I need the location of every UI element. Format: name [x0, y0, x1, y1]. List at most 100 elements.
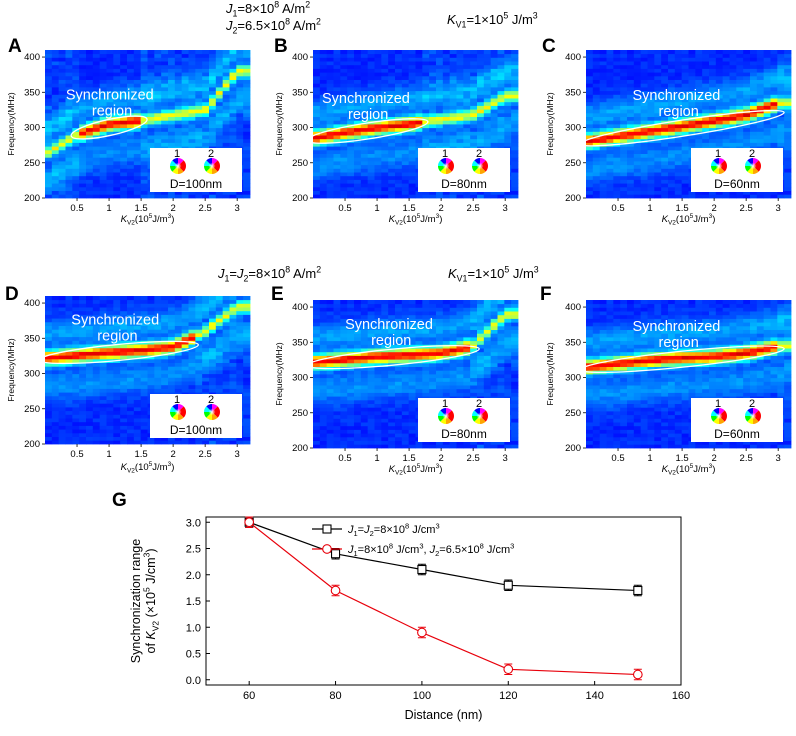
x-tick-label: 1.5: [134, 203, 147, 214]
x-tick-label: 1.5: [675, 453, 688, 464]
y-axis-label-line2: of KV2 (×105 J/cm3): [142, 549, 161, 654]
y-axis-label: Frequency(MHz): [274, 342, 284, 405]
panel-letter: A: [8, 36, 22, 57]
data-point-square: [330, 549, 341, 559]
x-tick-label: 0.5: [611, 453, 624, 464]
x-tick-label: 2.5: [467, 453, 480, 464]
x-axis-label: Distance (nm): [405, 708, 483, 722]
y-tick-label: 300: [565, 373, 581, 384]
skyrmion-core-icon: [174, 162, 182, 170]
y-axis-label: Frequency(MHz): [545, 342, 555, 405]
distance-label: D=100nm: [170, 177, 222, 191]
x-tick-label: 3: [776, 453, 781, 464]
sync-region-label-line1: Synchronized: [345, 317, 433, 333]
inset-oscillator-label: 2: [476, 398, 482, 410]
inset-oscillator-label: 2: [476, 148, 482, 160]
y-tick-label: 3.0: [186, 517, 201, 529]
y-tick-label: 300: [565, 123, 581, 134]
panel-letter: B: [274, 36, 288, 57]
x-tick-label: 1.5: [402, 203, 415, 214]
sync-region-label-line2: region: [92, 104, 132, 120]
sync-region-label-line1: Synchronized: [71, 312, 159, 328]
y-tick-label: 250: [292, 408, 308, 419]
skyrmion-core-icon: [476, 412, 484, 420]
line-chart-panel-g: 60 80 100 120 140 160 0.0 0.5 1.0 1.5 2.0 2.5 3.0 Dis…: [112, 490, 690, 722]
header-row1-right: KV1=1×105 J/m3: [447, 11, 538, 30]
sync-region-label-line2: region: [658, 335, 698, 351]
x-tick-label: 2: [438, 453, 443, 464]
x-tick-label: 2: [170, 449, 175, 460]
y-tick-label: 250: [565, 158, 581, 169]
inset-box: 1 2 D=100nm: [150, 394, 242, 438]
x-axis-label: KV2(105J/m3): [662, 463, 716, 477]
inset-oscillator-label: 1: [442, 398, 448, 410]
y-tick-label: 200: [565, 193, 581, 204]
inset-oscillator-label: 1: [442, 148, 448, 160]
sync-region-ellipse: [70, 115, 148, 140]
x-tick-label: 2.5: [740, 203, 753, 214]
y-axis-label: Frequency(MHz): [6, 92, 16, 155]
skyrmion-core-icon: [476, 162, 484, 170]
sync-region-label-line2: region: [97, 328, 137, 344]
x-tick-label: 0.5: [611, 203, 624, 214]
x-axis-label: KV2(105J/m3): [389, 463, 443, 477]
skyrmion-core-icon: [749, 162, 757, 170]
series-line: [248, 521, 638, 592]
x-tick-label: 1: [374, 453, 379, 464]
x-tick-label: 2: [170, 203, 175, 214]
y-tick-label: 200: [292, 193, 308, 204]
x-axis-label: KV2(105J/m3): [121, 461, 175, 475]
skyrmion-core-icon: [715, 162, 723, 170]
x-tick-label: 2: [711, 453, 716, 464]
panel-letter: D: [5, 284, 19, 305]
sync-region-label-line2: region: [348, 107, 388, 123]
sync-region-ellipse: [579, 109, 785, 147]
header-row1-left-line2: J2=6.5×108 A/m2: [225, 17, 321, 36]
data-point-circle: [330, 585, 341, 596]
y-axis-label: Frequency(MHz): [274, 92, 284, 155]
inset-oscillator-label: 1: [715, 398, 721, 410]
x-tick-label: 120: [499, 690, 517, 702]
sync-region-label-line1: Synchronized: [632, 319, 720, 335]
y-tick-label: 0.0: [186, 675, 201, 687]
y-tick-label: 2.0: [186, 570, 201, 582]
inset-oscillator-label: 2: [208, 394, 214, 406]
heatmap-cells: [586, 300, 792, 449]
y-tick-label: 400: [24, 298, 40, 309]
y-axis-label-line1: Synchronization range: [129, 539, 143, 663]
y-tick-label: 250: [24, 158, 40, 169]
y-tick-label: 350: [24, 333, 40, 344]
x-tick-label: 1: [106, 203, 111, 214]
inset-oscillator-label: 2: [749, 398, 755, 410]
x-tick-label: 2.5: [199, 203, 212, 214]
y-tick-label: 350: [292, 87, 308, 98]
inset-oscillator-label: 1: [174, 394, 180, 406]
x-tick-label: 1: [106, 449, 111, 460]
inset-box: 1 2 D=60nm: [691, 398, 783, 442]
y-tick-label: 200: [24, 193, 40, 204]
header-row1-left-line1: J1=8×108 A/m2: [225, 0, 310, 19]
x-tick-label: 1.5: [675, 203, 688, 214]
y-tick-label: 350: [565, 337, 581, 348]
panel-letter: C: [542, 36, 556, 57]
y-tick-label: 250: [24, 404, 40, 415]
x-tick-label: 60: [243, 690, 255, 702]
x-tick-label: 1: [647, 453, 652, 464]
y-tick-label: 400: [565, 52, 581, 63]
inset-oscillator-label: 1: [715, 148, 721, 160]
x-tick-label: 160: [672, 690, 690, 702]
y-tick-label: 200: [292, 443, 308, 454]
skyrmion-core-icon: [208, 162, 216, 170]
y-tick-label: 0.5: [186, 649, 201, 661]
x-tick-label: 1.5: [134, 449, 147, 460]
data-point-circle: [632, 669, 643, 680]
sync-region-label-line2: region: [658, 104, 698, 120]
distance-label: D=100nm: [170, 423, 222, 437]
plot-frame: [205, 516, 682, 686]
data-point-square: [417, 564, 427, 575]
x-tick-label: 2.5: [467, 203, 480, 214]
